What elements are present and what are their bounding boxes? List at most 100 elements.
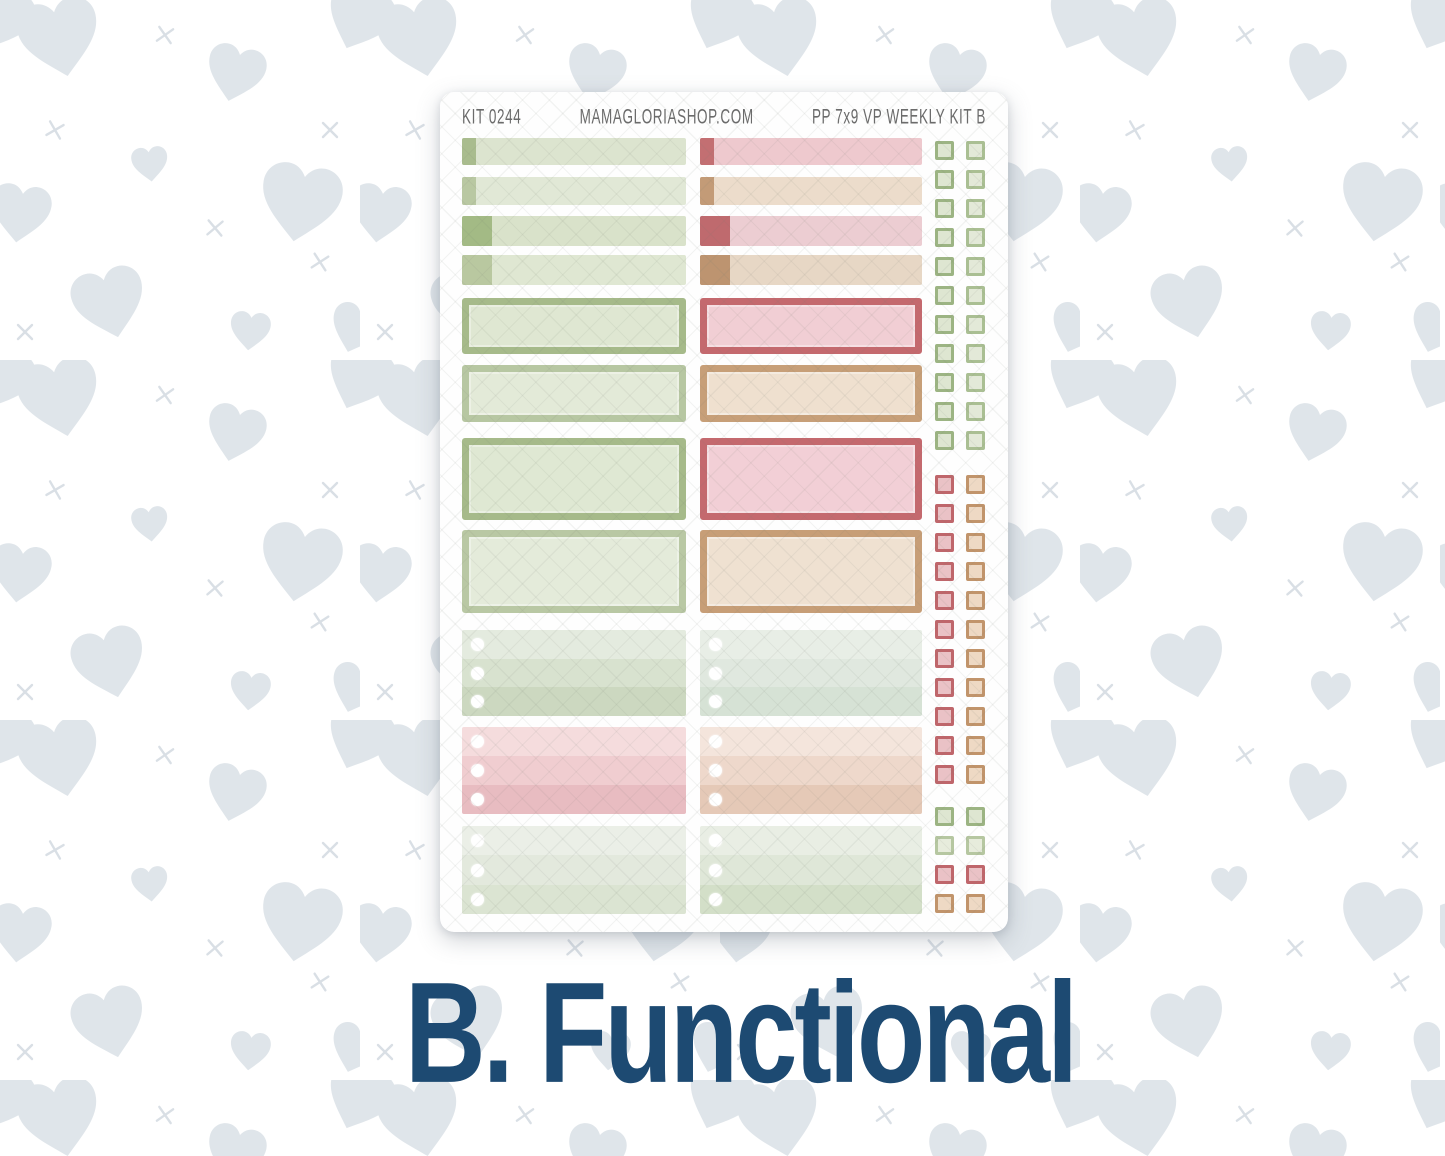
checkbox-sticker [966,562,985,581]
caption-text: B. Functional [404,952,1078,1113]
checkbox-sticker [935,591,954,610]
checkbox-sticker [935,807,954,826]
checklist-sticker [462,630,686,716]
box-sticker [462,298,686,354]
checkbox-sticker [966,678,985,697]
sheet-header: KIT 0244 MAMAGLORIASHOP.COM PP 7x9 VP WE… [462,101,986,131]
strip-sticker [462,216,686,246]
checkbox-sticker [966,228,985,247]
checklist-hole [471,834,484,848]
shop-url-label: MAMAGLORIASHOP.COM [579,104,754,128]
checkbox-sticker [966,315,985,334]
kit-code-label: KIT 0244 [462,104,522,128]
checklist-hole [709,892,722,906]
checkbox-sticker [935,836,954,855]
checkbox-sticker [935,562,954,581]
checklist-hole [471,764,484,777]
checklist-hole [471,637,484,651]
checkbox-sticker [935,344,954,363]
checklist-hole [471,666,484,680]
checklist-row [462,630,686,660]
checklist-hole [471,892,484,906]
stickers-layer [440,92,1008,932]
box-sticker [700,365,922,422]
checkbox-sticker [966,141,985,160]
strip-sticker [700,255,922,285]
box-sticker [700,438,922,520]
kit-name-label: PP 7x9 VP WEEKLY KIT B [811,104,986,128]
checkbox-sticker [966,373,985,392]
checkbox-sticker [966,199,985,218]
checklist-row [462,687,686,716]
checkbox-sticker [935,533,954,552]
checklist-sticker [462,826,686,914]
strip-accent [700,255,730,285]
checkbox-sticker [966,836,985,855]
checkbox-sticker [935,736,954,755]
checkbox-sticker [935,620,954,639]
box-sticker [462,365,686,422]
checkbox-sticker [966,257,985,276]
checklist-row [462,826,686,856]
checkbox-sticker [935,649,954,668]
checkbox-sticker [966,344,985,363]
checkbox-sticker [966,865,985,884]
checklist-hole [709,637,722,651]
checklist-hole [709,666,722,680]
strip-accent [462,216,492,246]
checklist-row [462,756,686,786]
checkbox-sticker [966,736,985,755]
checkbox-sticker [966,286,985,305]
checklist-row [700,630,922,660]
checkbox-sticker [935,678,954,697]
checklist-hole [709,834,722,848]
checkbox-sticker [935,707,954,726]
checklist-hole [709,764,722,777]
checkbox-sticker [966,765,985,784]
checklist-row [462,727,686,757]
checkbox-sticker [935,141,954,160]
checklist-row [700,785,922,814]
checkbox-sticker [966,894,985,913]
checkbox-sticker [935,431,954,450]
checklist-row [700,826,922,856]
checklist-row [700,727,922,757]
strip-accent [462,255,492,285]
strip-accent [700,138,714,165]
checkbox-sticker [935,257,954,276]
strip-accent [462,138,476,165]
checkbox-sticker [935,373,954,392]
checklist-hole [471,863,484,877]
checkbox-sticker [966,807,985,826]
strip-sticker [462,255,686,285]
checklist-sticker [700,630,922,716]
checkbox-sticker [966,707,985,726]
checkbox-sticker [935,894,954,913]
checkbox-sticker [966,533,985,552]
checklist-hole [709,793,722,806]
strip-accent [700,177,714,205]
checkbox-sticker [935,315,954,334]
sticker-sheet: KIT 0244 MAMAGLORIASHOP.COM PP 7x9 VP WE… [440,92,1008,932]
checklist-row [462,658,686,688]
checklist-row [700,855,922,886]
checklist-hole [709,735,722,748]
box-sticker [462,530,686,613]
box-sticker [462,438,686,520]
checklist-sticker [462,727,686,814]
checklist-row [700,687,922,716]
checkbox-sticker [935,765,954,784]
checklist-row [700,756,922,786]
strip-sticker [700,138,922,165]
checklist-hole [709,695,722,709]
checkbox-sticker [966,431,985,450]
checkbox-sticker [935,228,954,247]
strip-accent [700,216,730,246]
checkbox-sticker [935,286,954,305]
checkbox-sticker [966,475,985,494]
checkbox-sticker [966,504,985,523]
checkbox-sticker [935,865,954,884]
checklist-hole [471,735,484,748]
checklist-row [462,884,686,914]
